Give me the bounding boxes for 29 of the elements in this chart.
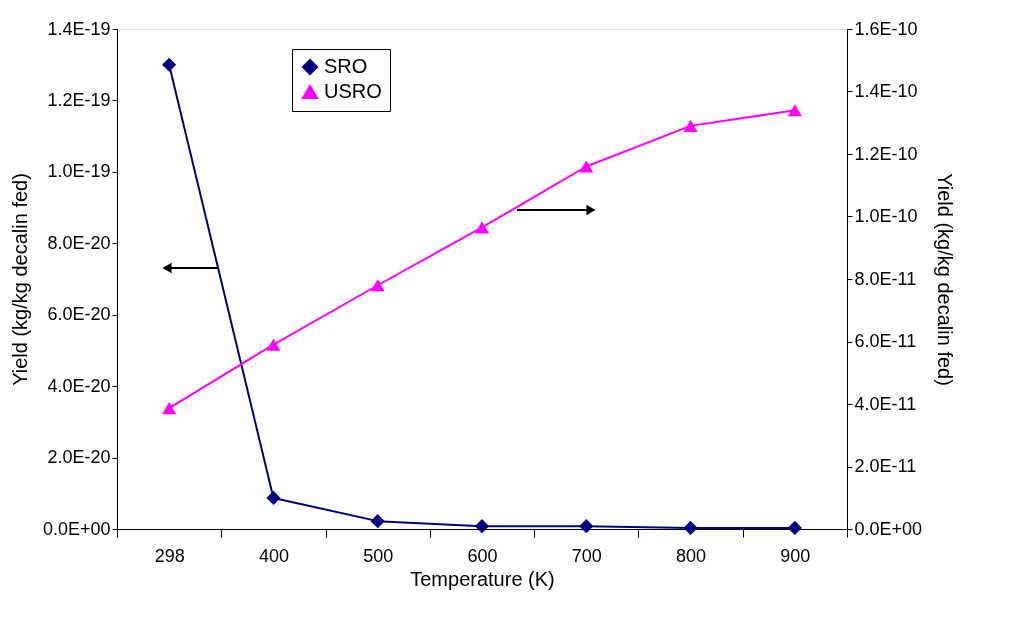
y-tick-label: 8.0E-20 [47, 232, 111, 253]
legend-label: USRO [324, 80, 382, 102]
y2-tick-label: 2.0E-11 [854, 456, 917, 476]
y2-tick-label: 1.2E-10 [854, 143, 918, 164]
y-tick-label: 1.0E-19 [47, 161, 111, 182]
y2-axis-title: Yield (kg/kg decalin fed) [934, 173, 957, 386]
y-tick-label: 1.4E-19 [47, 18, 111, 39]
x-tick-label: 400 [258, 545, 289, 566]
y-tick-label: 0.0E+00 [42, 518, 111, 539]
x-tick-label: 298 [154, 545, 185, 566]
y-tick-label: 1.2E-19 [47, 89, 111, 110]
x-tick-label: 500 [363, 545, 394, 566]
y-tick-label: 2.0E-20 [47, 447, 111, 468]
y2-tick-label: 0.0E+00 [854, 518, 923, 539]
y2-tick-label: 1.0E-10 [854, 206, 918, 226]
x-tick-label: 700 [571, 545, 602, 566]
y-axis-title: Yield (kg/kg decalin fed) [8, 173, 31, 386]
y2-tick-label: 8.0E-11 [854, 268, 917, 289]
y2-tick-label: 1.6E-10 [854, 18, 918, 39]
y2-tick-label: 6.0E-11 [854, 331, 917, 351]
x-tick-label: 800 [676, 545, 707, 566]
x-tick-label: 900 [780, 545, 811, 566]
y-tick-label: 4.0E-20 [47, 375, 111, 396]
x-tick-label: 600 [467, 545, 498, 566]
x-axis-title: Temperature (K) [410, 567, 555, 590]
y-tick-label: 6.0E-20 [47, 304, 111, 325]
y2-tick-label: 4.0E-11 [854, 393, 917, 414]
y2-tick-label: 1.4E-10 [854, 81, 918, 101]
legend-label: SRO [324, 55, 368, 77]
